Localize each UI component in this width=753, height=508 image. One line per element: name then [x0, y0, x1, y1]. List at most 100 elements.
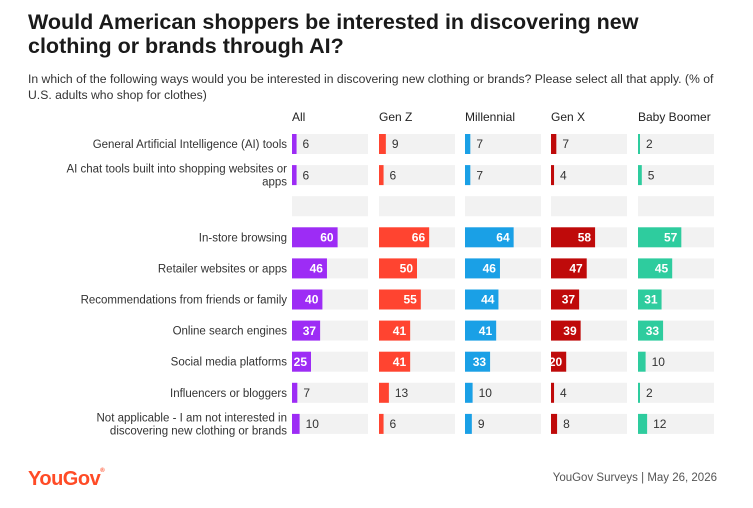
bar-track — [638, 413, 714, 434]
bar-millennial — [465, 289, 499, 310]
bar-track — [465, 165, 541, 186]
bar-baby-boomer — [638, 165, 642, 186]
bar-baby-boomer — [638, 320, 664, 341]
data-label: 41 — [393, 355, 407, 369]
data-label: 39 — [563, 324, 577, 338]
data-label: 40 — [305, 293, 319, 307]
data-label: 60 — [320, 231, 334, 245]
category-label: AI chat tools built into shopping websit… — [66, 164, 287, 189]
data-label: 13 — [395, 386, 409, 400]
data-label: 58 — [578, 231, 592, 245]
bar-gen-x — [551, 165, 555, 186]
bar-gen-z — [379, 165, 384, 186]
data-label: 2 — [646, 137, 653, 151]
bar-track — [551, 382, 627, 403]
bar-track — [292, 413, 368, 434]
chart-title: Would American shoppers be interested in… — [28, 10, 639, 58]
data-label: 2 — [646, 386, 653, 400]
bar-millennial — [465, 320, 497, 341]
category-label: Retailer websites or apps — [158, 263, 287, 275]
category-label: Online search engines — [173, 326, 288, 338]
category-label: Not applicable - I am not interested in d… — [97, 412, 288, 437]
bar-baby-boomer — [638, 289, 662, 310]
bar-millennial — [465, 413, 472, 434]
bar-all — [292, 320, 321, 341]
data-label: 41 — [479, 324, 493, 338]
data-label: 4 — [560, 168, 567, 182]
data-label: 5 — [648, 168, 655, 182]
data-label: 50 — [400, 262, 414, 276]
bar-track — [292, 196, 368, 217]
bar-gen-z — [379, 382, 389, 403]
bar-track — [379, 196, 455, 217]
bar-gen-x — [551, 134, 557, 154]
data-label: 10 — [306, 417, 320, 431]
data-label: 4 — [560, 386, 567, 400]
bar-track — [292, 165, 368, 186]
bar-gen-x — [551, 382, 555, 403]
data-label: 33 — [646, 324, 660, 338]
bar-gen-z — [379, 320, 411, 341]
data-label: 31 — [644, 293, 658, 307]
data-label: 7 — [476, 168, 483, 182]
data-label: 66 — [412, 231, 426, 245]
bar-gen-x — [551, 351, 567, 372]
data-label: 25 — [294, 355, 308, 369]
bar-gen-x — [551, 289, 580, 310]
bar-gen-z — [379, 258, 417, 279]
data-label: 41 — [393, 324, 407, 338]
bar-chart: All Gen Z Millennial Gen X Baby Boomer Genera… — [66, 110, 714, 437]
bar-all — [292, 227, 338, 248]
category-label: In-store browsing — [199, 232, 287, 244]
bar-millennial — [465, 134, 471, 154]
bar-millennial — [465, 382, 473, 403]
data-label: 47 — [569, 262, 583, 276]
bar-all — [292, 413, 300, 434]
bar-track — [379, 134, 455, 154]
bar-track — [551, 165, 627, 186]
yougov-logo: YouGov® — [28, 468, 105, 490]
data-label: 7 — [476, 137, 483, 151]
bar-millennial — [465, 227, 514, 248]
data-label: 6 — [390, 417, 397, 431]
bar-track — [638, 134, 714, 154]
legend-millennial: Millennial — [465, 110, 515, 124]
data-label: 37 — [303, 324, 317, 338]
bar-track — [638, 165, 714, 186]
legend-gen-z: Gen Z — [379, 110, 412, 124]
bar-all — [292, 382, 298, 403]
legend-all: All — [292, 110, 305, 124]
bar-baby-boomer — [638, 382, 640, 403]
bar-baby-boomer — [638, 413, 648, 434]
data-label: 57 — [664, 231, 678, 245]
bar-baby-boomer — [638, 134, 640, 154]
data-label: 10 — [479, 386, 493, 400]
bar-gen-z — [379, 351, 411, 372]
bar-millennial — [465, 351, 491, 372]
bar-all — [292, 289, 323, 310]
data-label: 55 — [403, 293, 417, 307]
data-label: 12 — [653, 417, 667, 431]
data-label: 46 — [310, 262, 324, 276]
bar-gen-x — [551, 258, 587, 279]
bar-millennial — [465, 165, 471, 186]
bar-all — [292, 351, 311, 372]
bar-track — [551, 196, 627, 217]
bar-track — [465, 134, 541, 154]
data-label: 6 — [303, 168, 310, 182]
data-label: 7 — [303, 386, 310, 400]
category-label: General Artificial Intelligence (AI) too… — [93, 139, 288, 151]
bar-all — [292, 165, 297, 186]
bar-gen-z — [379, 289, 421, 310]
bar-track — [551, 351, 627, 372]
bar-track — [638, 351, 714, 372]
data-label: 9 — [478, 417, 485, 431]
data-label: 37 — [562, 293, 576, 307]
chart-subtitle: In which of the following ways would you… — [28, 72, 714, 102]
category-label: Social media platforms — [171, 357, 288, 369]
data-label: 6 — [390, 168, 397, 182]
bar-track — [551, 134, 627, 154]
bar-gen-x — [551, 320, 581, 341]
data-label: 10 — [652, 355, 666, 369]
bar-track — [292, 134, 368, 154]
